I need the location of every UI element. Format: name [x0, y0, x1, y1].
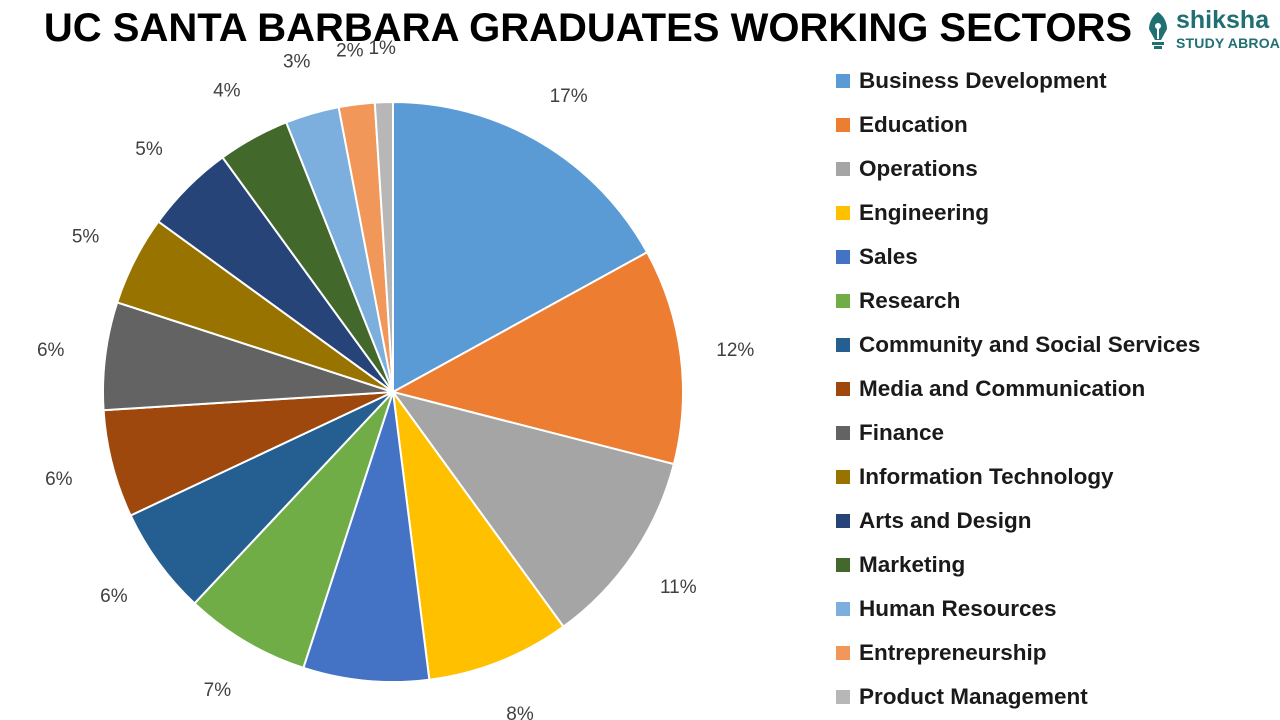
slice-label-10: 5%: [135, 139, 163, 160]
pie-slice-5: [193, 391, 394, 670]
legend-label: Information Technology: [859, 464, 1114, 489]
pie-slice-2: [390, 390, 676, 629]
legend-swatch: [836, 162, 850, 176]
legend-label: Education: [859, 112, 968, 137]
slice-label-7: 6%: [45, 469, 73, 490]
pie-slice-3: [392, 391, 565, 681]
pie-slice-4: [302, 391, 431, 683]
legend-swatch: [836, 690, 850, 704]
legend-swatch: [836, 118, 850, 132]
legend-label: Operations: [859, 156, 978, 181]
slice-label-9: 5%: [72, 226, 100, 247]
legend-label: Research: [859, 288, 961, 313]
slice-label-12: 3%: [283, 52, 311, 73]
legend-swatch: [836, 558, 850, 572]
pie-labels: 17%12%11%8%7%7%6%6%6%5%5%4%3%2%1%: [37, 38, 754, 720]
legend-swatch: [836, 206, 850, 220]
legend-label: Engineering: [859, 200, 990, 225]
slice-label-0: 17%: [550, 86, 588, 107]
legend-swatch: [836, 250, 850, 264]
legend-swatch: [836, 382, 850, 396]
pie-slice-1: [390, 250, 684, 466]
legend-swatch: [836, 470, 850, 484]
slice-label-8: 6%: [37, 340, 65, 361]
chart-title: UC SANTA BARBARA GRADUATES WORKING SECTO…: [43, 6, 1133, 50]
slice-label-2: 11%: [660, 577, 697, 598]
brand-name: shiksha: [1176, 6, 1270, 34]
legend-swatch: [836, 294, 850, 308]
legend-label: Business Development: [859, 68, 1107, 93]
pen-nib-icon: [1149, 12, 1167, 49]
legend-swatch: [836, 338, 850, 352]
legend-label: Product Management: [859, 684, 1088, 709]
legend-label: Finance: [859, 420, 945, 445]
legend-label: Marketing: [859, 552, 966, 577]
slice-label-6: 6%: [100, 586, 128, 607]
slice-label-3: 8%: [506, 704, 534, 720]
brand-tagline: STUDY ABROAD: [1176, 35, 1280, 51]
pie-slice-0: [392, 100, 649, 394]
slice-label-13: 2%: [336, 41, 364, 62]
legend-swatch: [836, 514, 850, 528]
pie-slice-14: [373, 100, 394, 393]
slice-label-14: 1%: [368, 38, 396, 59]
slice-label-1: 12%: [716, 340, 754, 361]
brand-logo: shiksha STUDY ABROAD: [1146, 6, 1280, 54]
legend-label: Entrepreneurship: [859, 640, 1047, 665]
legend-swatch: [836, 602, 850, 616]
pie-slices: [102, 100, 684, 683]
legend-label: Human Resources: [859, 596, 1057, 621]
legend-label: Community and Social Services: [859, 332, 1201, 357]
legend-swatch: [836, 426, 850, 440]
pie-chart: 17%12%11%8%7%7%6%6%6%5%5%4%3%2%1%: [37, 38, 754, 720]
slice-label-5: 7%: [204, 680, 232, 701]
legend-label: Sales: [859, 244, 918, 269]
legend-label: Arts and Design: [859, 508, 1032, 533]
legend-swatch: [836, 646, 850, 660]
slice-label-11: 4%: [213, 81, 241, 102]
legend-label: Media and Communication: [859, 376, 1146, 401]
legend-swatch: [836, 74, 850, 88]
